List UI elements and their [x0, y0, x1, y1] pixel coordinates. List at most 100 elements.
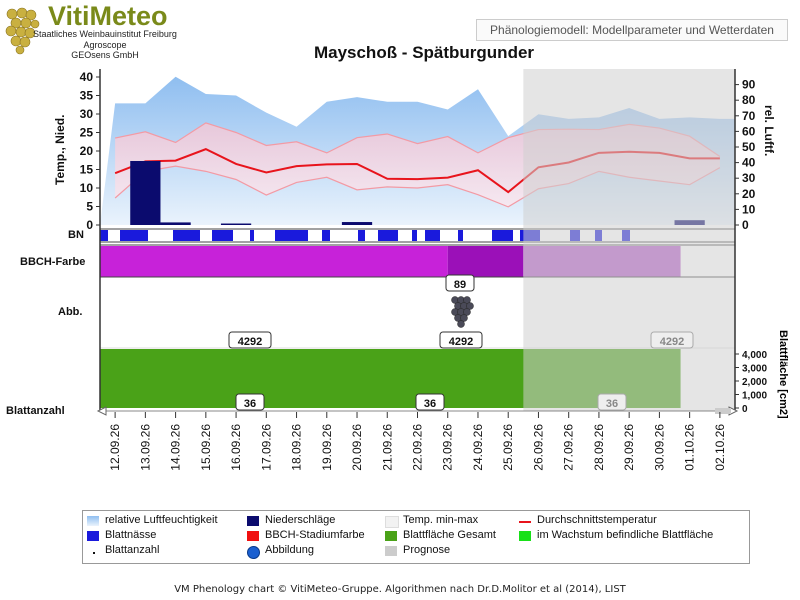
tick-label-right-50: 50: [742, 140, 756, 154]
tick-label-left-20: 20: [80, 144, 94, 158]
logo-subtitle-3: GEOsens GmbH: [71, 50, 139, 60]
tick-label-left-35: 35: [80, 89, 94, 103]
bn-segment-0: [100, 230, 108, 241]
tick-label-x-27.09.26: 27.09.26: [562, 424, 576, 471]
tick-label-x-17.09.26: 17.09.26: [259, 424, 273, 471]
legend-swatch-3: [519, 521, 531, 523]
tick-label-blattflaeche-4: 4,000: [742, 350, 767, 361]
tick-label-x-21.09.26: 21.09.26: [380, 424, 394, 471]
blattflaeche-value-2: 4292: [449, 336, 473, 348]
bbch-label: BBCH-Farbe: [20, 256, 86, 268]
legend-swatch-5: [247, 531, 259, 541]
grape-berry-11: [457, 320, 465, 328]
prognose-overlay: [523, 69, 735, 411]
blattflaeche-value-2-box: [439, 331, 483, 349]
grape-bunch-icon: [451, 296, 474, 328]
legend-item-6: Blattfläche Gesamt: [403, 529, 496, 541]
rain-bar-14.09.26: [160, 222, 191, 225]
blattanzahl-value-2: 36: [424, 398, 436, 410]
grape-berry-8: [463, 308, 471, 316]
tick-label-left-5: 5: [86, 200, 93, 214]
bn-segment-9: [412, 230, 417, 241]
legend-swatch-10: [385, 546, 397, 556]
tick-label-right-10: 10: [742, 202, 756, 216]
bn-segment-5: [275, 230, 308, 241]
rain-bar-13.09.26: [130, 160, 161, 225]
legend-swatch-9: [247, 546, 260, 559]
legend-swatch-6: [385, 531, 397, 541]
bn-segment-10: [425, 230, 440, 241]
grape-berry-5: [466, 302, 474, 310]
blattflaeche-value-3: 4292: [660, 336, 684, 348]
legend-item-3: Durchschnittstemperatur: [537, 514, 657, 526]
tick-label-left-30: 30: [80, 107, 94, 121]
bn-label: BN: [68, 229, 84, 241]
legend-item-10: Prognose: [403, 544, 451, 556]
blattanzahl-value-3-box: [597, 393, 627, 411]
tick-label-right-30: 30: [742, 171, 756, 185]
blattanzahl-value-3: 36: [606, 398, 618, 410]
legend-item-0: relative Luftfeuchtigkeit: [105, 514, 218, 526]
grape-berry-10: [460, 314, 468, 322]
tick-label-left-0: 0: [86, 218, 93, 232]
legend-swatch-2: [385, 516, 399, 528]
legend: relative Luftfeuchtigkeit Niederschläge Te…: [82, 510, 750, 564]
legend-swatch-1: [247, 516, 259, 526]
bn-segment-12: [492, 230, 513, 241]
abb-value-box: [445, 274, 475, 292]
legend-swatch-8: [93, 552, 95, 554]
bn-segment-3: [212, 230, 233, 241]
bbch-segment-1: [447, 246, 524, 277]
scroll-thumb: [715, 408, 731, 414]
tick-label-x-22.09.26: 22.09.26: [411, 424, 425, 471]
legend-swatch-7: [519, 531, 531, 541]
tick-label-left-40: 40: [80, 70, 94, 84]
bn-segment-4: [250, 230, 254, 241]
tick-label-right-0: 0: [742, 218, 749, 232]
bbch-segment-0: [100, 246, 448, 277]
legend-item-2: Temp. min-max: [403, 514, 479, 526]
bn-segment-2: [173, 230, 200, 241]
bn-segment-6: [322, 230, 330, 241]
rain-bar-16.09.26: [220, 223, 252, 225]
blattanzahl-value-2-box: [415, 393, 445, 411]
tick-label-x-25.09.26: 25.09.26: [501, 424, 515, 471]
tick-label-blattflaeche-1: 1,000: [742, 391, 767, 402]
grape-logo-icon: [5, 7, 40, 55]
tick-label-x-13.09.26: 13.09.26: [138, 424, 152, 471]
tick-label-x-20.09.26: 20.09.26: [350, 424, 364, 471]
tick-label-blattflaeche-2: 2,000: [742, 377, 767, 388]
footer: VM Phenology chart © VitiMeteo-Gruppe. A…: [174, 584, 626, 595]
y-axis-right-label: rel. Luftf.: [762, 105, 776, 157]
tick-label-right-60: 60: [742, 124, 756, 138]
blattflaeche-axis-label: Blattfläche [cm2]: [777, 330, 789, 419]
tick-label-right-80: 80: [742, 93, 756, 107]
tick-label-left-10: 10: [80, 181, 94, 195]
bn-segment-8: [378, 230, 398, 241]
bn-segment-7: [358, 230, 365, 241]
bn-segment-11: [458, 230, 463, 241]
tick-label-blattflaeche-3: 3,000: [742, 364, 767, 375]
tick-label-x-12.09.26: 12.09.26: [108, 424, 122, 471]
bn-segment-1: [120, 230, 148, 241]
legend-swatch-0: [87, 516, 99, 526]
tick-label-left-25: 25: [80, 126, 94, 140]
tick-label-right-90: 90: [742, 78, 756, 92]
tick-label-x-24.09.26: 24.09.26: [471, 424, 485, 471]
legend-item-1: Niederschläge: [265, 514, 336, 526]
model-link[interactable]: Phänologiemodell: Modellparameter und We…: [476, 19, 788, 41]
tick-label-x-28.09.26: 28.09.26: [592, 424, 606, 471]
tick-label-x-14.09.26: 14.09.26: [169, 424, 183, 471]
logo-title: VitiMeteo: [48, 1, 168, 31]
abb-value: 89: [454, 279, 466, 291]
blattflaeche-value-1-box: [228, 331, 272, 349]
blattflaeche-value-3-box: [650, 331, 694, 349]
tick-label-left-15: 15: [80, 163, 94, 177]
tick-label-x-18.09.26: 18.09.26: [290, 424, 304, 471]
tick-label-x-23.09.26: 23.09.26: [441, 424, 455, 471]
tick-label-x-01.10.26: 01.10.26: [683, 424, 697, 471]
tick-label-x-29.09.26: 29.09.26: [622, 424, 636, 471]
blattanzahl-value-1-box: [235, 393, 265, 411]
legend-item-4: Blattnässe: [105, 529, 157, 541]
